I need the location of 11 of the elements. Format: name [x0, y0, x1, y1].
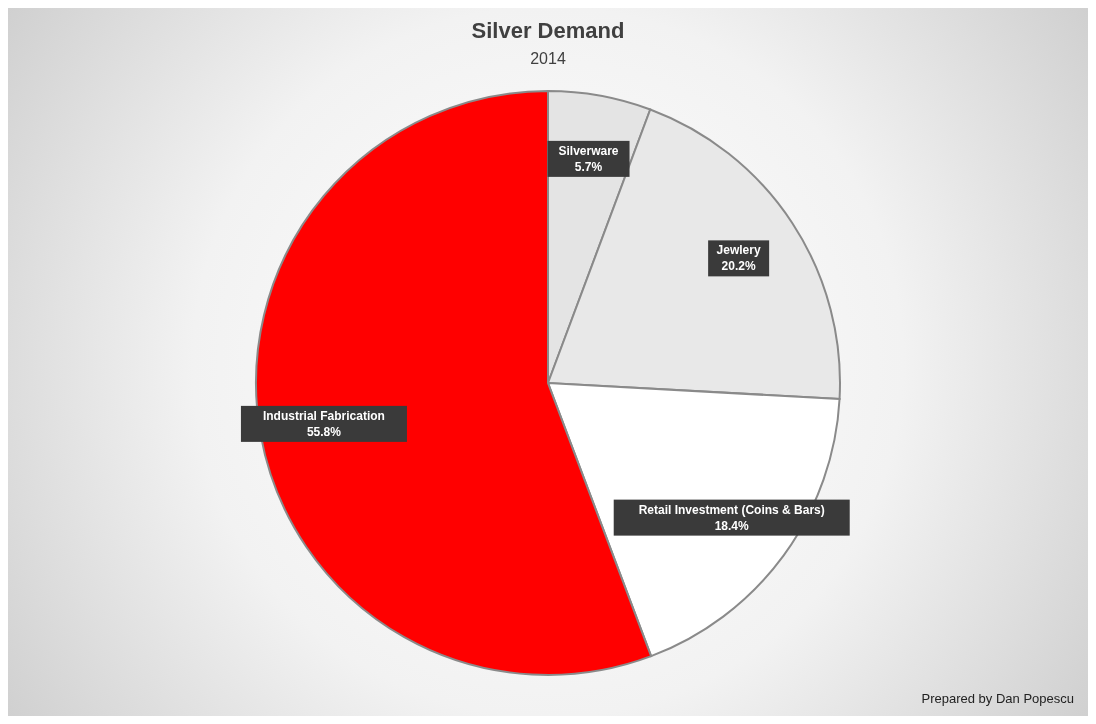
data-label: 20.2%: [721, 259, 756, 274]
slice-label: Industrial Fabrication: [262, 408, 385, 423]
chart-subtitle: 2014: [529, 50, 567, 68]
text: Prepared by Dan Popescu: [921, 691, 1074, 706]
slice-label: Retail Investment (Coins & Bars): [638, 502, 825, 517]
data-label: 55.8%: [306, 424, 342, 439]
data-label: 5.7%: [574, 159, 603, 174]
slice-label: Jewlery: [716, 243, 761, 258]
slice-label: Silverware: [558, 143, 619, 158]
chart-title: Silver Demand: [470, 18, 626, 44]
data-label: 18.4%: [714, 518, 750, 533]
